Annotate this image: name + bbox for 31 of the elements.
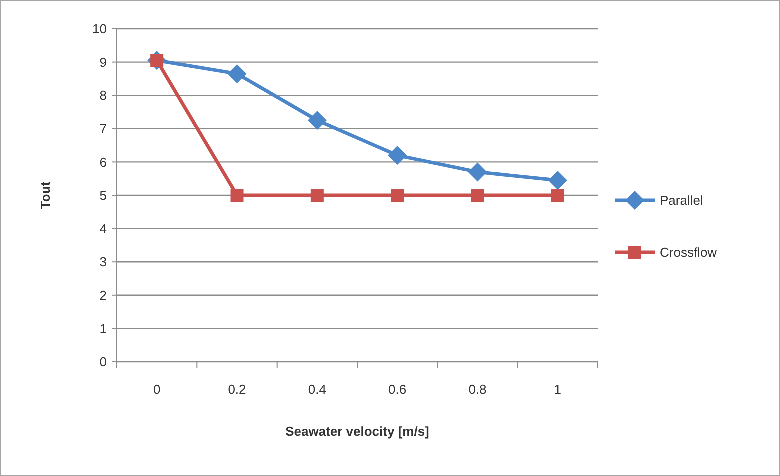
point <box>548 171 568 190</box>
point <box>228 64 247 84</box>
point <box>471 189 484 202</box>
point <box>388 146 408 166</box>
point <box>310 189 324 202</box>
x-tick-label: 0.6 <box>388 382 407 397</box>
y-tick-label: 3 <box>100 254 107 270</box>
y-tick-label: 6 <box>100 154 107 170</box>
point <box>468 162 488 182</box>
x-tick-label: 0 <box>153 382 161 397</box>
legend-label: Crossflow <box>660 245 718 260</box>
y-tick-label: 0 <box>100 354 107 370</box>
point <box>230 189 244 202</box>
y-tick-label: 9 <box>100 54 107 70</box>
point <box>308 111 327 130</box>
y-tick-label: 5 <box>100 188 107 204</box>
y-tick-label: 1 <box>100 321 107 336</box>
point <box>391 189 404 202</box>
y-tick-label: 10 <box>92 22 107 37</box>
y-axis-title: Tout <box>38 181 53 210</box>
legend-label: Parallel <box>660 193 704 208</box>
x-tick-label: 0.2 <box>228 382 246 397</box>
y-tick-label: 2 <box>100 288 107 303</box>
y-tick-label: 7 <box>100 121 107 136</box>
x-tick-label: 0.8 <box>468 382 487 397</box>
x-tick-label: 0.4 <box>308 382 326 397</box>
point <box>551 189 564 202</box>
y-tick-label: 4 <box>100 221 107 236</box>
x-tick-label: 1 <box>554 382 562 397</box>
y-tick-label: 8 <box>100 88 107 104</box>
x-axis-title: Seawater velocity [m/s] <box>286 424 430 439</box>
